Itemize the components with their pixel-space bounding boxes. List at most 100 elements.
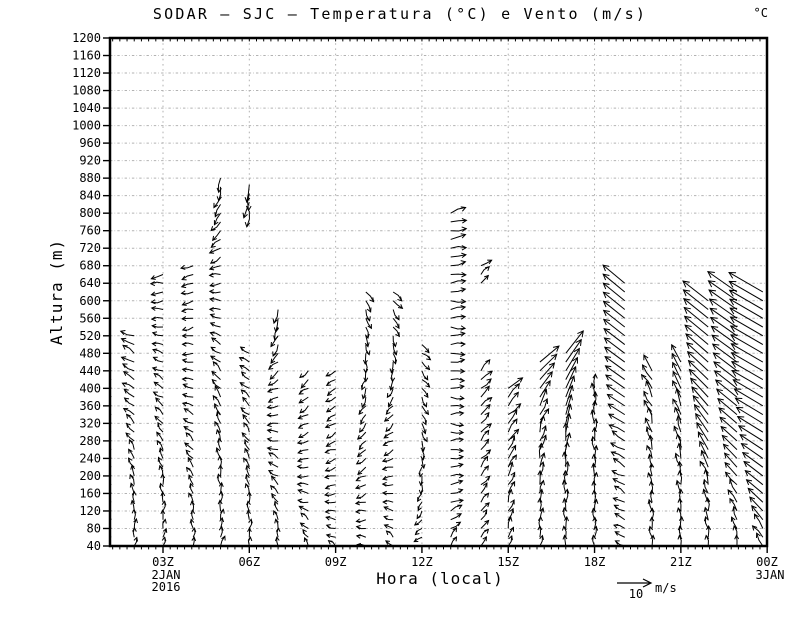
wind-arrow-head — [150, 305, 156, 311]
wind-arrow-head — [744, 469, 751, 477]
wind-arrow — [210, 282, 221, 287]
wind-arrow — [675, 453, 682, 468]
wind-arrow-head — [326, 391, 332, 397]
wind-arrow — [326, 457, 336, 464]
x-tick-label: 12Z — [411, 555, 433, 569]
wind-arrow-head — [487, 259, 493, 265]
wind-arrow-head — [181, 367, 187, 373]
wind-arrow-head — [392, 342, 398, 348]
wind-arrow — [592, 508, 596, 520]
wind-arrow — [731, 352, 764, 372]
wind-arrow — [359, 423, 367, 433]
wind-arrow-head — [245, 473, 250, 479]
wind-arrow — [643, 391, 653, 407]
wind-arrow-head — [102, 441, 106, 445]
wind-arrow — [151, 274, 164, 280]
wind-arrow — [604, 346, 626, 363]
wind-arrow — [717, 398, 738, 416]
wind-arrow-head — [244, 447, 249, 453]
wind-arrow-head — [102, 468, 106, 472]
wind-arrow-head — [461, 252, 467, 259]
wind-arrow-head — [270, 358, 276, 365]
wind-arrow-head — [162, 518, 167, 524]
wind-arrow-head — [420, 447, 426, 453]
wind-arrow — [594, 418, 598, 433]
wind-arrow-head — [214, 212, 220, 218]
wind-arrow — [705, 516, 709, 529]
wind-arrow — [182, 368, 194, 372]
wind-arrow — [212, 395, 221, 407]
wind-arrow-head — [514, 383, 521, 389]
wind-arrow-head — [101, 452, 105, 456]
wind-arrow — [720, 426, 738, 442]
wind-arrow-head — [650, 534, 656, 540]
wind-arrow-head — [161, 500, 167, 506]
wind-arrow — [507, 409, 518, 424]
wind-arrow-head — [593, 525, 599, 531]
wind-arrow — [738, 425, 764, 442]
wind-arrow-head — [324, 509, 330, 515]
wind-arrow-head — [709, 307, 718, 315]
wind-arrow — [184, 442, 194, 451]
wind-arrow — [565, 404, 571, 424]
wind-arrow-head — [104, 484, 108, 488]
wind-arrow — [126, 423, 135, 433]
wind-arrow-head — [511, 444, 517, 451]
wind-arrow-column-12Z — [413, 344, 432, 546]
wind-arrow — [613, 497, 625, 503]
wind-arrow-column-21Z — [671, 343, 684, 546]
wind-arrow-head — [296, 439, 303, 445]
wind-arrow — [212, 230, 221, 241]
wind-arrow — [480, 397, 492, 407]
wind-arrow-head — [484, 528, 490, 534]
wind-arrow-head — [458, 479, 464, 485]
wind-arrow-head — [188, 474, 193, 480]
wind-arrow-head — [743, 460, 750, 468]
wind-arrow-head — [460, 278, 467, 285]
wind-arrow-head — [245, 205, 252, 212]
wind-arrow — [154, 415, 164, 424]
wind-arrow-head — [299, 408, 305, 414]
wind-arrow-head — [483, 455, 489, 462]
wind-arrow-head — [649, 507, 655, 513]
wind-arrow-head — [511, 454, 517, 460]
wind-arrow — [711, 325, 738, 345]
wind-arrow — [694, 404, 709, 424]
y-axis-title: Altura (m) — [47, 239, 66, 345]
wind-arrow — [692, 395, 709, 415]
wind-arrow-head — [484, 266, 491, 272]
wind-arrow-head — [487, 370, 493, 376]
wind-arrow — [162, 528, 167, 538]
wind-arrow — [388, 396, 394, 407]
y-tick-label: 920 — [79, 154, 101, 168]
wind-arrow-head — [457, 504, 463, 510]
wind-arrow-head — [460, 260, 467, 266]
wind-arrow-head — [722, 443, 729, 450]
wind-arrow-head — [125, 422, 131, 428]
y-tick-label: 400 — [79, 381, 101, 395]
wind-arrow — [273, 309, 279, 324]
wind-arrow-head — [459, 368, 466, 374]
wind-arrow — [365, 318, 372, 329]
wind-arrow-head — [591, 480, 597, 486]
wind-arrow — [188, 492, 194, 503]
wind-arrow — [150, 281, 164, 285]
wind-arrow — [450, 489, 463, 494]
wind-arrow-head — [150, 316, 157, 322]
wind-arrow-head — [209, 331, 215, 337]
wind-arrow-head — [354, 500, 361, 506]
wind-arrow — [565, 394, 572, 415]
wind-arrow-head — [269, 485, 275, 491]
wind-arrow-head — [324, 499, 330, 505]
wind-arrow-head — [324, 492, 330, 497]
wind-arrow-head — [459, 377, 466, 384]
wind-arrow — [421, 379, 430, 388]
wind-arrow — [392, 344, 397, 355]
wind-arrow — [507, 418, 518, 433]
wind-arrow-head — [539, 534, 544, 540]
wind-arrow-head — [677, 534, 683, 540]
wind-arrow-head — [179, 264, 186, 270]
wind-arrow-head — [751, 525, 758, 531]
wind-arrow-head — [686, 342, 694, 350]
wind-arrow — [128, 449, 135, 459]
